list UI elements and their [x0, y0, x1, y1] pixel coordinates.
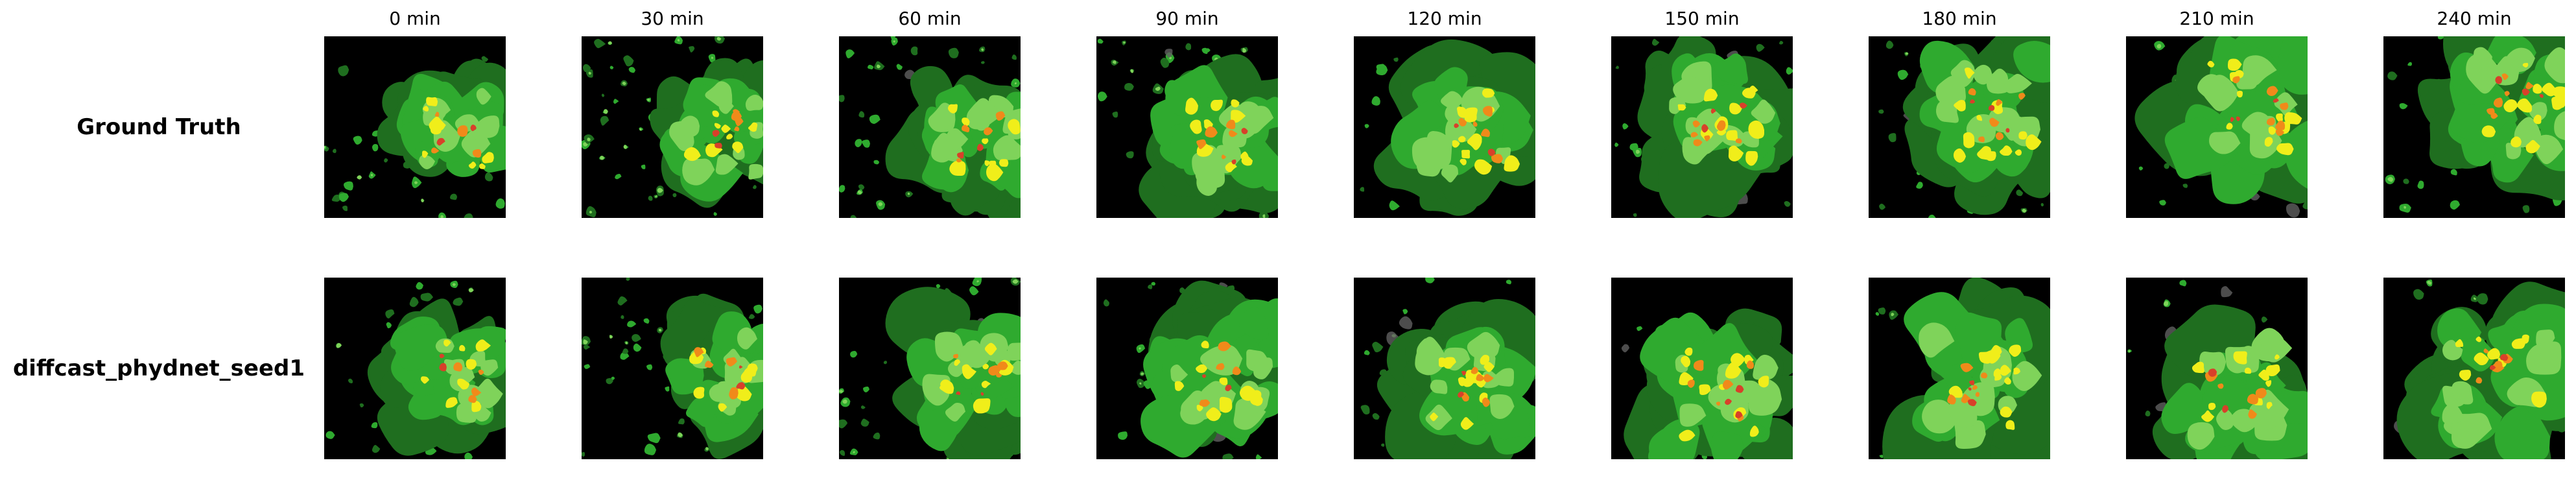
radar-frame-image	[1611, 278, 1793, 459]
radar-frame-image	[1354, 278, 1535, 459]
radar-frame-image	[1611, 36, 1793, 218]
radar-frame-image	[1096, 278, 1278, 459]
radar-frame-image	[1869, 278, 2050, 459]
radar-frame-image	[582, 36, 763, 218]
column-title: 60 min	[898, 8, 962, 29]
column-title: 240 min	[2437, 8, 2512, 29]
row-label: Ground Truth	[77, 114, 241, 140]
radar-frame-image	[2383, 36, 2565, 218]
radar-frame-image	[324, 36, 506, 218]
radar-frame-image	[324, 278, 506, 459]
column-title: 120 min	[1407, 8, 1482, 29]
radar-frame-image	[2383, 278, 2565, 459]
column-title: 30 min	[641, 8, 704, 29]
row-label: diffcast_phydnet_seed1	[12, 355, 305, 381]
radar-frame-image	[1869, 36, 2050, 218]
column-title: 0 min	[389, 8, 441, 29]
radar-frame-image	[582, 278, 763, 459]
radar-frame-image	[2126, 36, 2308, 218]
column-title: 150 min	[1664, 8, 1740, 29]
radar-frame-image	[1096, 36, 1278, 218]
column-title: 90 min	[1155, 8, 1219, 29]
column-title: 210 min	[2179, 8, 2254, 29]
radar-frame-image	[2126, 278, 2308, 459]
column-title: 180 min	[1922, 8, 1997, 29]
radar-frame-image	[1354, 36, 1535, 218]
radar-frame-image	[839, 278, 1021, 459]
radar-frame-image	[839, 36, 1021, 218]
